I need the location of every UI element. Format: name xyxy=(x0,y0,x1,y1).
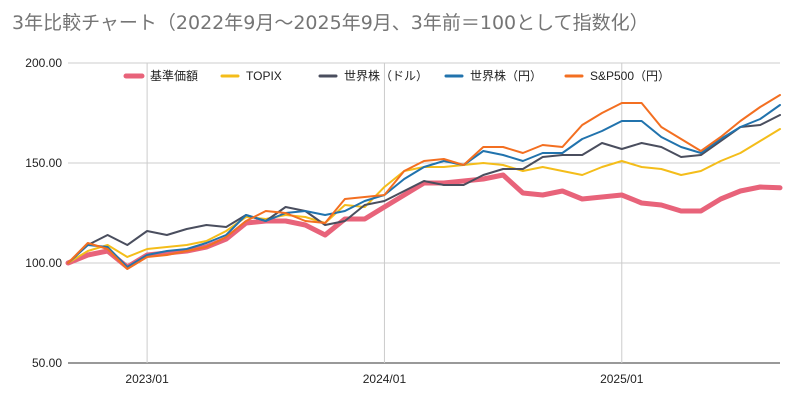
legend-label: S&P500（円） xyxy=(590,69,670,83)
series-line-1 xyxy=(67,128,781,264)
grid xyxy=(68,62,780,364)
y-tick-label: 150.00 xyxy=(25,156,62,170)
series-line-3 xyxy=(67,104,781,268)
x-tick-label: 2024/01 xyxy=(363,372,407,386)
legend-label: TOPIX xyxy=(246,69,282,83)
legend-label: 基準価額 xyxy=(150,68,198,83)
x-tick-label: 2023/01 xyxy=(125,372,169,386)
axis-labels: 200.00 150.00 100.00 50.00 2023/01 2024/01 202… xyxy=(25,56,643,386)
series-line-4 xyxy=(67,94,781,270)
x-tick-label: 2025/01 xyxy=(600,372,644,386)
y-tick-label: 100.00 xyxy=(25,256,62,270)
y-tick-label: 200.00 xyxy=(25,56,62,70)
legend: 基準価額 TOPIX 世界株（ドル） 世界株（円） S&P500（円） xyxy=(123,68,670,83)
legend-label: 世界株（円） xyxy=(470,68,542,83)
series-line-2 xyxy=(67,114,781,264)
legend-label: 世界株（ドル） xyxy=(344,68,428,83)
series-lines xyxy=(65,94,783,270)
chart-title: 3年比較チャート（2022年9月～2025年9月、3年前＝100として指数化） xyxy=(12,12,649,34)
y-tick-label: 50.00 xyxy=(32,356,62,370)
